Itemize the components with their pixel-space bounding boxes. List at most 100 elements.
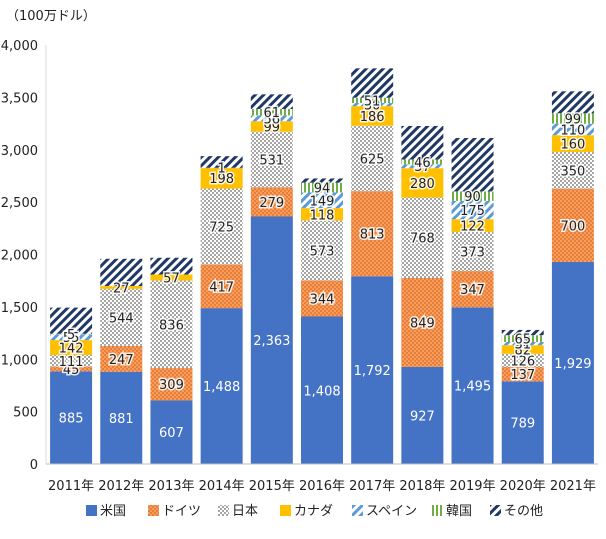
- data-label: 1,488: [203, 380, 240, 395]
- bar-segment-カナダ: [451, 219, 494, 232]
- data-label: 849: [410, 316, 435, 331]
- data-label: 90: [464, 190, 481, 205]
- bar-segment-ドイツ: [551, 188, 594, 262]
- data-label: 126: [510, 354, 535, 369]
- bar-segment-韓国: [50, 333, 93, 335]
- bar-segment-その他: [150, 257, 193, 275]
- bar-segment-米国: [250, 216, 293, 464]
- x-tick-label: 2021年: [550, 479, 596, 494]
- bar-segment-カナダ: [301, 208, 343, 221]
- data-label: 56: [264, 112, 281, 127]
- x-tick-label: 2018年: [399, 479, 445, 494]
- bar-segment-米国: [551, 261, 594, 464]
- data-label: 344: [310, 292, 335, 307]
- bar-segment-ドイツ: [150, 368, 193, 401]
- legend-swatch-ドイツ: [148, 505, 159, 516]
- legend: 米国 ドイツ 日本 カナダ スペイン 韓国 その他: [86, 504, 543, 519]
- data-label: 247: [109, 353, 134, 368]
- bar-segment-韓国: [301, 182, 343, 193]
- bar-segment-日本: [301, 220, 343, 281]
- unit-label: （100万ドル）: [6, 9, 96, 24]
- data-label: 531: [259, 153, 284, 168]
- bar-segment-ドイツ: [451, 271, 494, 308]
- data-label: 350: [560, 164, 585, 179]
- data-label: 1,792: [354, 364, 391, 379]
- bar-segment-その他: [451, 138, 494, 192]
- data-label: 1,929: [554, 357, 591, 372]
- bar-segment-カナダ: [150, 274, 193, 281]
- bar-segment-スペイン: [250, 115, 293, 122]
- data-label: 885: [59, 412, 84, 427]
- x-tick-label: 2016年: [299, 479, 345, 494]
- bar-segment-米国: [100, 371, 143, 464]
- bar-segment-スペイン: [451, 200, 494, 220]
- bar-segment-スペイン: [401, 164, 444, 169]
- bar-segment-その他: [401, 125, 444, 160]
- y-tick-label: 2,000: [1, 249, 38, 264]
- legend-label: カナダ: [294, 504, 333, 519]
- data-label: 27: [113, 281, 130, 296]
- y-axis: 0 500 1,000 1,500 2,000 2,500 3,000 3,500 4,000: [1, 39, 47, 473]
- bar-segment-ドイツ: [100, 345, 143, 372]
- bars-group: [50, 68, 594, 464]
- legend-swatch-日本: [218, 505, 229, 516]
- x-tick-label: 2020年: [500, 479, 546, 494]
- bar-segment-その他: [501, 329, 544, 336]
- legend-swatch-米国: [86, 505, 97, 516]
- data-label: 544: [109, 311, 134, 326]
- bar-segment-カナダ: [250, 121, 293, 132]
- x-tick-label: 2011年: [48, 479, 94, 494]
- bar-segment-日本: [501, 353, 544, 368]
- x-tick-label: 2017年: [349, 479, 395, 494]
- data-label: 137: [510, 368, 535, 383]
- data-label: 725: [209, 220, 234, 235]
- data-label: 309: [159, 378, 184, 393]
- data-label: 2,363: [253, 334, 290, 349]
- data-label: 625: [360, 152, 385, 167]
- legend-swatch-その他: [490, 505, 501, 516]
- bar-segment-スペイン: [351, 103, 394, 107]
- legend-label: 韓国: [446, 504, 472, 519]
- data-label: 149: [310, 194, 335, 209]
- data-label: 280: [410, 177, 435, 192]
- data-label: 813: [360, 228, 385, 243]
- bar-segment-カナダ: [551, 135, 594, 152]
- bar-segment-日本: [451, 231, 494, 272]
- data-label: 1,495: [454, 380, 491, 395]
- data-label: 607: [159, 426, 184, 441]
- bar-segment-スペイン: [301, 192, 343, 209]
- data-label: 789: [510, 417, 535, 432]
- bar-segment-スペイン: [551, 123, 594, 136]
- bar-segment-日本: [100, 288, 143, 346]
- y-tick-label: 500: [13, 406, 38, 421]
- bar-segment-カナダ: [351, 106, 394, 126]
- data-label: 45: [63, 363, 80, 378]
- data-label: 51: [364, 94, 381, 109]
- data-label: 142: [59, 342, 84, 357]
- data-label: 65: [514, 333, 531, 348]
- bar-segment-日本: [250, 131, 293, 188]
- bar-segment-その他: [301, 178, 343, 183]
- data-label: 573: [310, 244, 335, 259]
- data-label: 37: [414, 160, 431, 175]
- data-label: 99: [264, 120, 281, 135]
- bar-segment-日本: [551, 151, 594, 189]
- data-label: 836: [159, 318, 184, 333]
- data-label: 31: [514, 338, 531, 353]
- y-tick-label: 4,000: [1, 39, 38, 54]
- bar-segment-ドイツ: [50, 366, 93, 372]
- bar-segment-その他: [351, 68, 394, 98]
- data-label: 110: [560, 123, 585, 138]
- bar-segment-その他: [551, 91, 594, 114]
- data-label: 118: [310, 208, 335, 223]
- data-label: 768: [410, 232, 435, 247]
- data-label: 881: [109, 412, 134, 427]
- bar-segment-米国: [150, 400, 193, 464]
- bar-segment-日本: [351, 125, 394, 192]
- x-tick-label: 2012年: [98, 479, 144, 494]
- bar-segment-米国: [451, 307, 494, 464]
- bar-segment-米国: [401, 366, 444, 464]
- y-tick-label: 3,000: [1, 144, 38, 159]
- data-label: 927: [410, 409, 435, 424]
- bar-segment-米国: [351, 276, 394, 464]
